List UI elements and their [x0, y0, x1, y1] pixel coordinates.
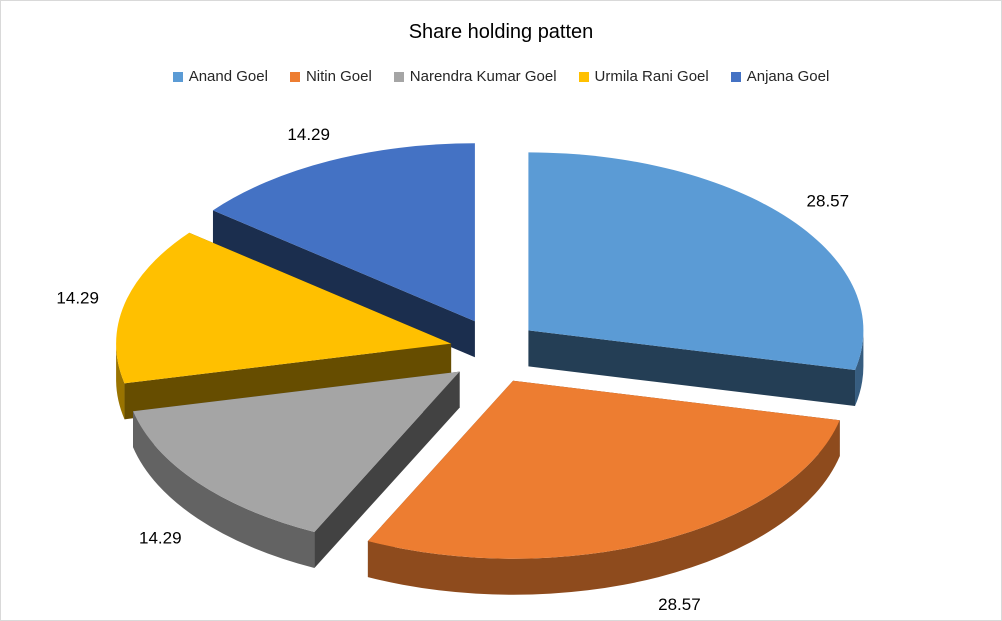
legend: Anand Goel Nitin Goel Narendra Kumar Goe…	[1, 68, 1001, 85]
pie-tops	[116, 143, 864, 559]
slice-nitin-goel	[367, 380, 840, 559]
legend-swatch-anjana-goel	[730, 71, 741, 82]
legend-item-nitin-goel: Nitin Goel	[289, 68, 372, 85]
slice-rim-narendra-kumar-goel	[133, 411, 315, 569]
legend-swatch-nitin-goel	[289, 71, 300, 82]
legend-swatch-anand-goel	[172, 71, 183, 82]
legend-label-anjana-goel: Anjana Goel	[746, 68, 830, 85]
data-label-anjana-goel: 14.29	[287, 125, 330, 144]
legend-item-anjana-goel: Anjana Goel	[730, 68, 830, 85]
slice-rim-urmila-rani-goel	[116, 343, 125, 420]
slice-wall-anjana-goel-0	[212, 210, 475, 358]
slice-anjana-goel	[212, 143, 475, 322]
legend-item-urmila-rani-goel: Urmila Rani Goel	[578, 68, 709, 85]
legend-swatch-urmila-rani-goel	[578, 71, 589, 82]
data-label-urmila-rani-goel: 14.29	[56, 288, 99, 307]
slice-rim-anand-goel	[855, 330, 864, 406]
legend-label-nitin-goel: Nitin Goel	[305, 68, 372, 85]
pie-labels: 28.57 28.57 14.29 14.29 14.29	[56, 125, 849, 614]
slice-wall-anand-goel-1	[528, 330, 856, 406]
legend-label-narendra-kumar-goel: Narendra Kumar Goel	[409, 68, 557, 85]
data-label-anand-goel: 28.57	[807, 192, 850, 211]
slice-narendra-kumar-goel	[133, 371, 460, 533]
chart-title: Share holding patten	[408, 21, 594, 43]
legend-item-anand-goel: Anand Goel	[172, 68, 268, 85]
data-label-nitin-goel: 28.57	[658, 595, 701, 614]
slice-wall-urmila-rani-goel-0	[124, 343, 452, 420]
legend-item-narendra-kumar-goel: Narendra Kumar Goel	[393, 68, 557, 85]
legend-label-urmila-rani-goel: Urmila Rani Goel	[594, 68, 709, 85]
legend-label-anand-goel: Anand Goel	[188, 68, 268, 85]
slice-urmila-rani-goel	[116, 232, 452, 384]
slice-wall-narendra-kumar-goel-0	[314, 371, 460, 569]
slice-anand-goel	[528, 152, 864, 370]
slice-rim-nitin-goel	[367, 420, 840, 595]
data-label-narendra-kumar-goel: 14.29	[139, 528, 182, 547]
legend-swatch-narendra-kumar-goel	[393, 71, 404, 82]
